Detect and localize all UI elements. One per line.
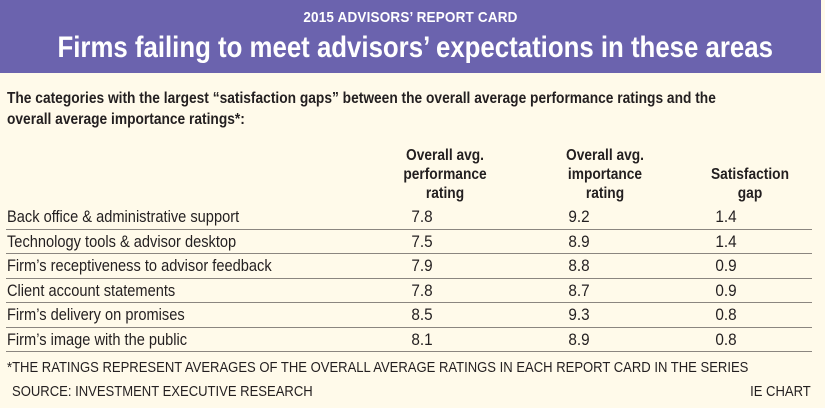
table-row: Technology tools & advisor desktop 7.5 8.9… xyxy=(6,230,812,254)
gap-cell: 1.4 xyxy=(715,207,737,226)
table-row: Client account statements 7.8 8.7 0.9 xyxy=(6,279,812,303)
column-header-gap: Satisfaction gap xyxy=(711,166,789,202)
importance-cell: 8.7 xyxy=(568,280,590,300)
category-cell: Firm’s delivery on promises xyxy=(7,305,185,324)
footnote: *THE RATINGS REPRESENT AVERAGES OF THE O… xyxy=(7,359,749,376)
table-row: Back office & administrative support 7.8 9… xyxy=(6,205,812,230)
category-cell: Client account statements xyxy=(7,280,176,300)
category-cell: Firm’s image with the public xyxy=(7,329,188,349)
table-row: Firm’s delivery on promises 8.5 9.3 0.8 xyxy=(6,303,812,328)
table-row: Firm’s image with the public 8.1 8.9 0.8 xyxy=(6,328,812,352)
gap-cell: 0.8 xyxy=(715,305,737,324)
source-note: SOURCE: INVESTMENT EXECUTIVE RESEARCH xyxy=(12,383,313,400)
gap-cell: 1.4 xyxy=(715,231,737,251)
performance-cell: 8.5 xyxy=(411,305,433,324)
kicker: 2015 ADVISORS’ REPORT CARD xyxy=(303,9,518,26)
performance-cell: 7.5 xyxy=(411,231,433,251)
table-row: Firm’s receptiveness to advisor feedback… xyxy=(6,254,812,279)
category-cell: Back office & administrative support xyxy=(7,207,240,226)
importance-cell: 9.3 xyxy=(568,305,590,324)
chart-credit: IE CHART xyxy=(750,383,811,400)
gap-cell: 0.8 xyxy=(715,329,737,349)
intro-text: The categories with the largest “satisfa… xyxy=(7,90,716,128)
importance-cell: 9.2 xyxy=(568,207,590,226)
gap-cell: 0.9 xyxy=(715,256,737,275)
performance-cell: 7.8 xyxy=(411,280,433,300)
chart-title: Firms failing to meet advisors’ expectat… xyxy=(57,31,773,64)
data-table: Back office & administrative support 7.8 9… xyxy=(6,205,812,352)
gap-cell: 0.9 xyxy=(715,280,737,300)
column-header-performance: Overall avg. performance rating xyxy=(403,147,487,202)
performance-cell: 7.9 xyxy=(411,256,433,275)
column-header-importance: Overall avg. importance rating xyxy=(565,147,645,202)
category-cell: Firm’s receptiveness to advisor feedback xyxy=(7,256,272,275)
performance-cell: 8.1 xyxy=(411,329,433,349)
importance-cell: 8.9 xyxy=(568,329,590,349)
importance-cell: 8.8 xyxy=(568,256,590,275)
category-cell: Technology tools & advisor desktop xyxy=(7,231,237,251)
performance-cell: 7.8 xyxy=(411,207,433,226)
header-banner: 2015 ADVISORS’ REPORT CARD Firms failing… xyxy=(0,0,821,73)
importance-cell: 8.9 xyxy=(568,231,590,251)
